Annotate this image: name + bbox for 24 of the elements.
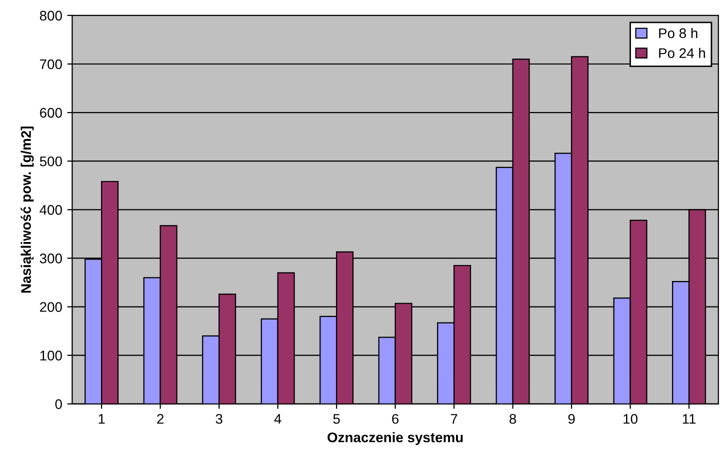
legend-label: Po 8 h (659, 28, 698, 38)
y-tick-label: 800 (40, 10, 62, 21)
y-axis-title: Nasiąkliwość pow. [g/m2] (20, 126, 34, 293)
x-tick-label: 2 (157, 414, 164, 424)
x-tick-label: 9 (568, 414, 575, 424)
x-tick-label: 6 (392, 414, 399, 424)
x-tick-label: 5 (333, 414, 340, 424)
y-tick-label: 300 (40, 254, 62, 264)
x-tick-label: 7 (450, 414, 458, 424)
y-tick-label: 700 (40, 59, 62, 70)
y-tick-label: 0 (55, 399, 62, 410)
y-tick-label: 400 (40, 205, 62, 215)
x-tick-label: 11 (682, 414, 696, 424)
x-tick-label: 1 (98, 414, 105, 424)
y-tick-label: 500 (40, 156, 62, 166)
y-tick-label: 600 (40, 108, 62, 118)
y-tick-label: 100 (40, 350, 62, 360)
legend-label: Po 24 h (659, 48, 705, 58)
x-tick-label: 10 (624, 414, 638, 424)
y-tick-label: 200 (40, 302, 62, 312)
x-axis-title: Oznaczenie systemu (328, 432, 463, 446)
x-tick-label: 8 (510, 414, 516, 424)
x-tick-label: 3 (216, 414, 222, 424)
x-tick-label: 4 (274, 414, 282, 424)
